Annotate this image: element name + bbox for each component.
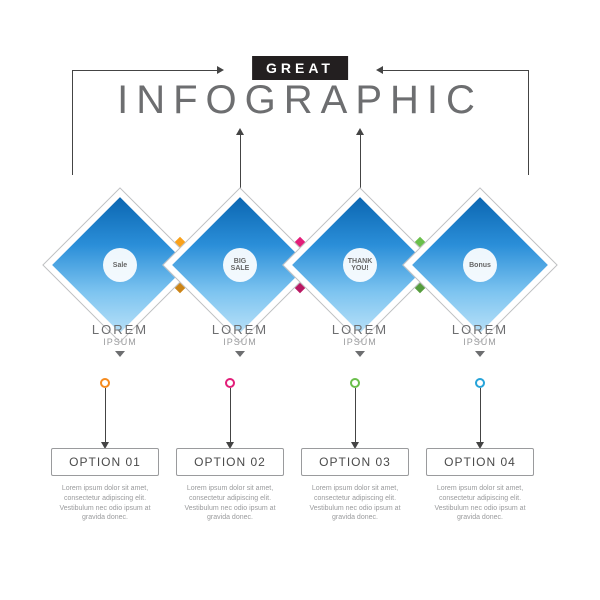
option-label: OPTION 02 <box>176 448 284 476</box>
option-body: Lorem ipsum dolor sit amet, consectetur … <box>301 484 409 523</box>
option-body: Lorem ipsum dolor sit amet, consectetur … <box>176 484 284 523</box>
label-line2: IPSUM <box>60 337 180 347</box>
chevron-down-icon <box>475 351 485 357</box>
title-block: GREAT INFOGRAPHIC <box>117 56 483 123</box>
diamond-label: LOREMIPSUM <box>180 322 300 357</box>
thank-you-icon: THANKYOU! <box>343 248 377 282</box>
connector-dot <box>475 378 485 388</box>
option-card: OPTION 02 Lorem ipsum dolor sit amet, con… <box>176 448 284 523</box>
connector-drop <box>105 388 106 442</box>
diamond-label: LOREMIPSUM <box>60 322 180 357</box>
option-card: OPTION 04 Lorem ipsum dolor sit amet, con… <box>426 448 534 523</box>
label-line2: IPSUM <box>180 337 300 347</box>
connector-drop <box>230 388 231 442</box>
option-label: OPTION 04 <box>426 448 534 476</box>
arrow-left-icon <box>376 66 383 74</box>
arrow-up-icon <box>236 128 244 135</box>
title-badge: GREAT <box>252 56 348 80</box>
connector-dot <box>100 378 110 388</box>
label-line2: IPSUM <box>420 337 540 347</box>
label-line1: LOREM <box>300 322 420 337</box>
bracket-side-right <box>528 70 529 175</box>
chevron-down-icon <box>235 351 245 357</box>
diamond-step: Bonus <box>402 187 558 343</box>
option-label: OPTION 01 <box>51 448 159 476</box>
chevron-down-icon <box>355 351 365 357</box>
diamond-label: LOREMIPSUM <box>300 322 420 357</box>
title-main: INFOGRAPHIC <box>117 78 483 123</box>
sale-bubble-icon: Sale <box>103 248 137 282</box>
option-card: OPTION 03 Lorem ipsum dolor sit amet, con… <box>301 448 409 523</box>
connector-dot <box>350 378 360 388</box>
option-body: Lorem ipsum dolor sit amet, consectetur … <box>51 484 159 523</box>
label-line1: LOREM <box>60 322 180 337</box>
diamond-label: LOREMIPSUM <box>420 322 540 357</box>
connector-dot <box>225 378 235 388</box>
connector-drop <box>480 388 481 442</box>
bracket-line-left <box>72 70 217 71</box>
bracket-line-right <box>383 70 528 71</box>
connector-drop <box>355 388 356 442</box>
bonus-star-icon: Bonus <box>463 248 497 282</box>
label-line2: IPSUM <box>300 337 420 347</box>
diamond-row: SaleLOREMIPSUMBIGSALELOREMIPSUMTHANKYOU!… <box>0 210 600 370</box>
infographic-canvas: { "type": "infographic", "title": { "sma… <box>0 0 600 600</box>
label-line1: LOREM <box>420 322 540 337</box>
big-sale-bag-icon: BIGSALE <box>223 248 257 282</box>
arrow-up-icon <box>356 128 364 135</box>
option-card: OPTION 01 Lorem ipsum dolor sit amet, con… <box>51 448 159 523</box>
arrow-right-icon <box>217 66 224 74</box>
option-body: Lorem ipsum dolor sit amet, consectetur … <box>426 484 534 523</box>
chevron-down-icon <box>115 351 125 357</box>
bracket-side-left <box>72 70 73 175</box>
label-line1: LOREM <box>180 322 300 337</box>
option-label: OPTION 03 <box>301 448 409 476</box>
